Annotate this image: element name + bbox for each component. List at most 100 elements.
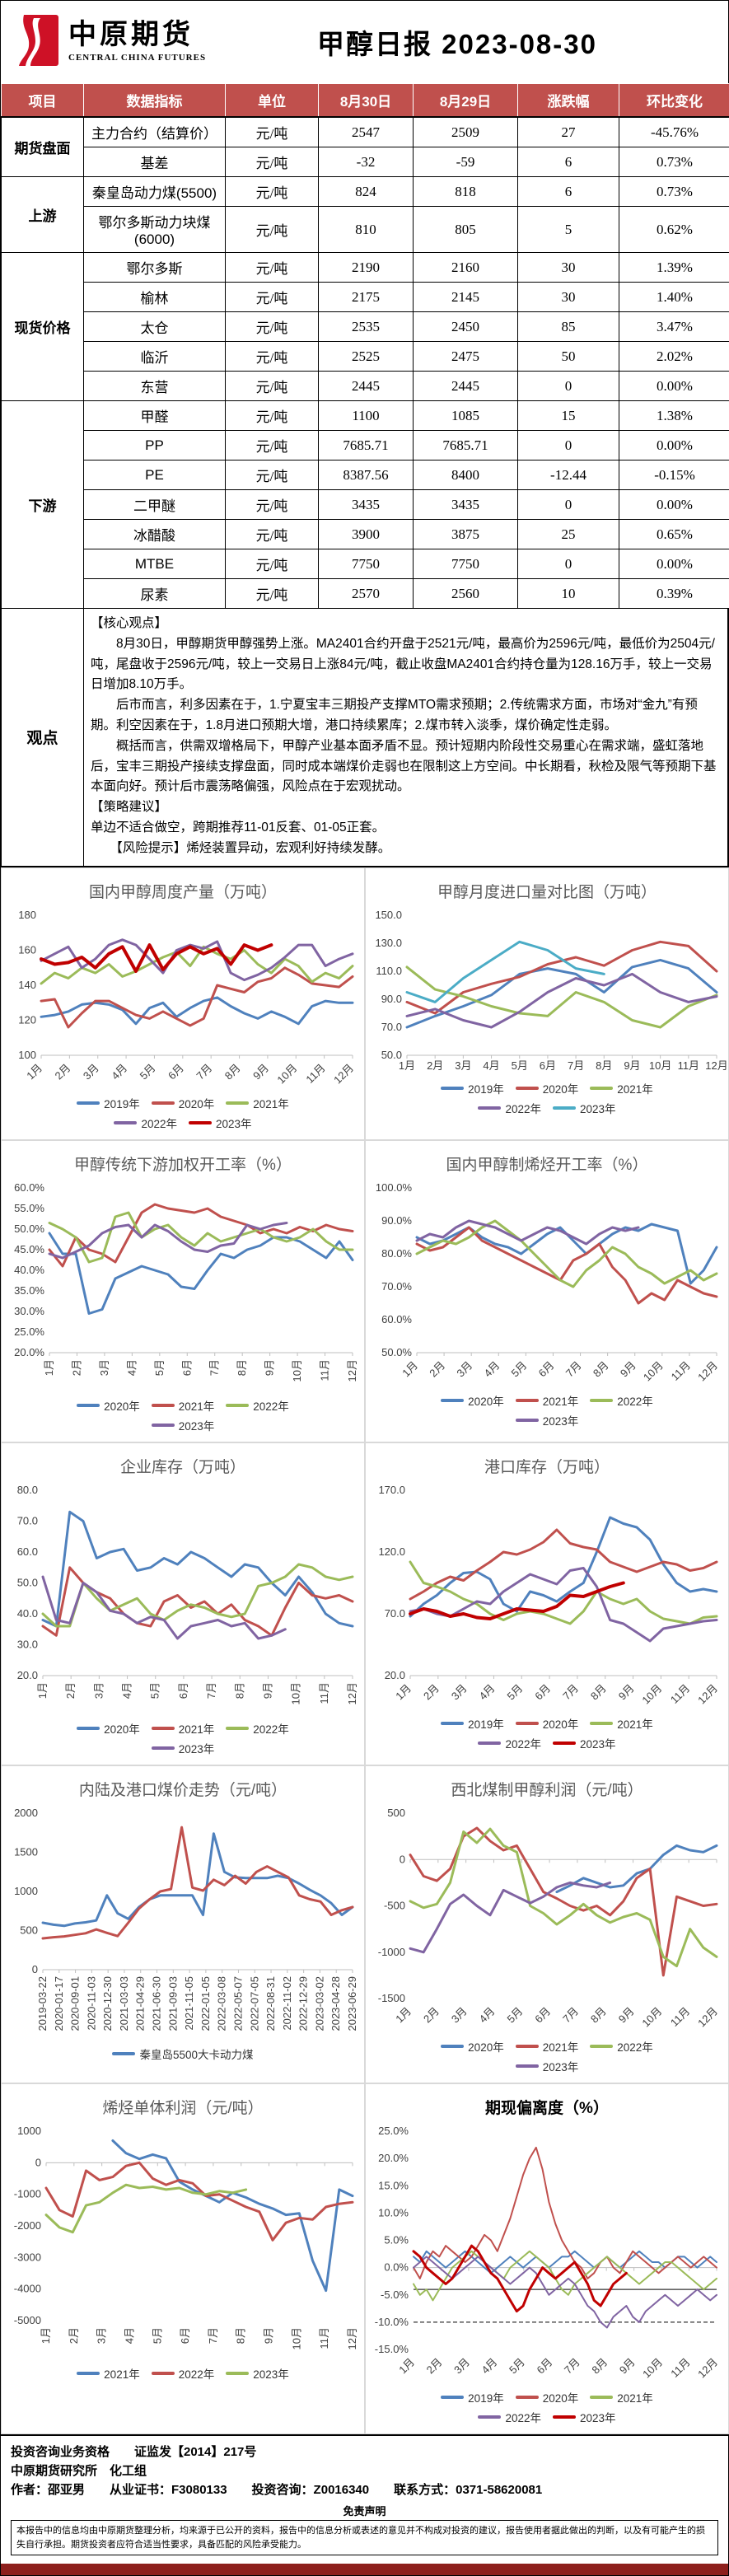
- svg-text:7月: 7月: [560, 1681, 581, 1702]
- table-cell: 榆林: [84, 283, 226, 312]
- svg-text:6月: 6月: [540, 1059, 556, 1072]
- legend-item: 2020年: [441, 1392, 504, 1409]
- legend-label: 2020年: [543, 1715, 579, 1732]
- table-cell: 尿素: [84, 579, 226, 609]
- series-line: [414, 2147, 717, 2278]
- svg-text:10月: 10月: [649, 1059, 671, 1072]
- svg-text:2月: 2月: [53, 1061, 73, 1082]
- svg-text:8月: 8月: [222, 1061, 243, 1082]
- svg-text:3月: 3月: [81, 1061, 101, 1082]
- table-cell: -12.44: [518, 461, 619, 490]
- legend-line-swatch: [441, 1722, 464, 1725]
- legend-label: 2023年: [580, 1100, 616, 1116]
- legend-line-swatch: [516, 1087, 539, 1090]
- svg-text:2022-01-05: 2022-01-05: [199, 1976, 212, 2031]
- svg-text:140: 140: [18, 979, 36, 991]
- table-cell: 元/吨: [226, 490, 319, 520]
- svg-text:12月: 12月: [346, 1682, 358, 1704]
- svg-text:60.0: 60.0: [17, 1545, 38, 1558]
- svg-text:2022-08-31: 2022-08-31: [264, 1976, 277, 2031]
- svg-text:6月: 6月: [532, 2004, 553, 2025]
- viewpoint-paragraph: 概括而言，供需双增格局下，甲醇产业基本面矛盾不显。预计短期内阶段性交易重心在需求…: [91, 736, 719, 797]
- svg-text:-1000: -1000: [14, 2187, 41, 2200]
- legend-item: 2022年: [152, 2365, 215, 2382]
- svg-text:9月: 9月: [264, 1359, 276, 1376]
- svg-text:1月: 1月: [393, 2004, 414, 2025]
- legend-line-swatch: [553, 2415, 576, 2419]
- table-cell: 7750: [414, 549, 518, 579]
- svg-text:2022-11-02: 2022-11-02: [281, 1976, 293, 2031]
- svg-text:1500: 1500: [14, 1845, 38, 1858]
- legend-line-swatch: [553, 1741, 576, 1745]
- svg-text:10月: 10月: [640, 2355, 665, 2380]
- viewpoint-paragraph: 【策略建议】: [91, 797, 719, 818]
- svg-text:5月: 5月: [153, 1359, 166, 1376]
- legend-item: 2020年: [77, 1720, 140, 1737]
- table-cell: 元/吨: [226, 177, 319, 207]
- svg-text:4月: 4月: [477, 2004, 498, 2025]
- table-cell: 805: [414, 207, 518, 253]
- disclaimer-title: 免责声明: [11, 2503, 718, 2518]
- svg-text:70.0: 70.0: [385, 1607, 405, 1620]
- legend-label: 2019年: [468, 1715, 504, 1732]
- report-header: 中原期货 CENTRAL CHINA FUTURES 甲醇日报 2023-08-…: [1, 1, 728, 83]
- svg-text:180: 180: [18, 909, 36, 921]
- viewpoint-paragraph: 【核心观点】: [91, 614, 719, 634]
- svg-text:12月: 12月: [695, 1681, 720, 1706]
- svg-text:8月: 8月: [588, 1681, 609, 1702]
- legend-label: 2021年: [543, 1392, 579, 1409]
- legend-label: 2023年: [179, 1417, 215, 1433]
- table-cell: 2190: [319, 253, 414, 283]
- svg-text:50.0%: 50.0%: [381, 1346, 412, 1358]
- legend-label: 2020年: [468, 2038, 504, 2055]
- table-cell: 鄂尔多斯: [84, 253, 226, 283]
- company-logo: 中原期货 CENTRAL CHINA FUTURES: [12, 13, 284, 72]
- table-cell: 东营: [84, 372, 226, 401]
- legend-line-swatch: [516, 2396, 539, 2399]
- svg-text:9月: 9月: [616, 2004, 637, 2025]
- legend-line-swatch: [441, 2045, 464, 2048]
- svg-text:2020-09-01: 2020-09-01: [69, 1976, 82, 2031]
- legend-line-swatch: [77, 1101, 100, 1105]
- legend-line-swatch: [152, 1404, 175, 1407]
- table-cell: 0: [518, 490, 619, 520]
- legend-item: 2022年: [590, 1392, 653, 1409]
- table-cell: 0: [518, 549, 619, 579]
- table-cell: 3435: [414, 490, 518, 520]
- viewpoint-content: 【核心观点】 8月30日，甲醇期货甲醇强势上涨。MA2401合约开盘于2521元…: [84, 609, 727, 866]
- row-group-label: 现货价格: [2, 253, 84, 401]
- chart-panel-10: 期现偏离度（%）-15.0%-10.0%-5.0%0.0%5.0%10.0%15…: [365, 2083, 729, 2434]
- table-cell: 3435: [319, 490, 414, 520]
- svg-text:120: 120: [18, 1013, 36, 1026]
- svg-text:1月: 1月: [400, 1358, 420, 1379]
- bottom-red-bar: [1, 2564, 728, 2575]
- svg-text:55.0%: 55.0%: [14, 1202, 44, 1214]
- legend-item: 2021年: [77, 2365, 140, 2382]
- chart-panel-3: 甲醇传统下游加权开工率（%）20.0%25.0%30.0%35.0%40.0%4…: [1, 1140, 365, 1442]
- table-cell: 3900: [319, 520, 414, 549]
- legend-line-swatch: [516, 2064, 539, 2068]
- svg-text:2月: 2月: [424, 2355, 445, 2376]
- table-cell: 824: [319, 177, 414, 207]
- table-cell: 3875: [414, 520, 518, 549]
- legend-line-swatch: [152, 1746, 175, 1750]
- qualification-line: 投资咨询业务资格 证监发【2014】217号: [11, 2443, 718, 2461]
- svg-text:10.0%: 10.0%: [378, 2206, 409, 2218]
- legend-label: 2022年: [617, 1392, 653, 1409]
- table-cell: 秦皇岛动力煤(5500): [84, 177, 226, 207]
- legend-item: 2019年: [77, 1095, 140, 1111]
- svg-text:90.0%: 90.0%: [381, 1214, 412, 1227]
- svg-text:11月: 11月: [318, 1682, 330, 1704]
- legend-label: 秦皇岛5500大卡动力煤: [139, 2045, 253, 2062]
- table-cell: 2175: [319, 283, 414, 312]
